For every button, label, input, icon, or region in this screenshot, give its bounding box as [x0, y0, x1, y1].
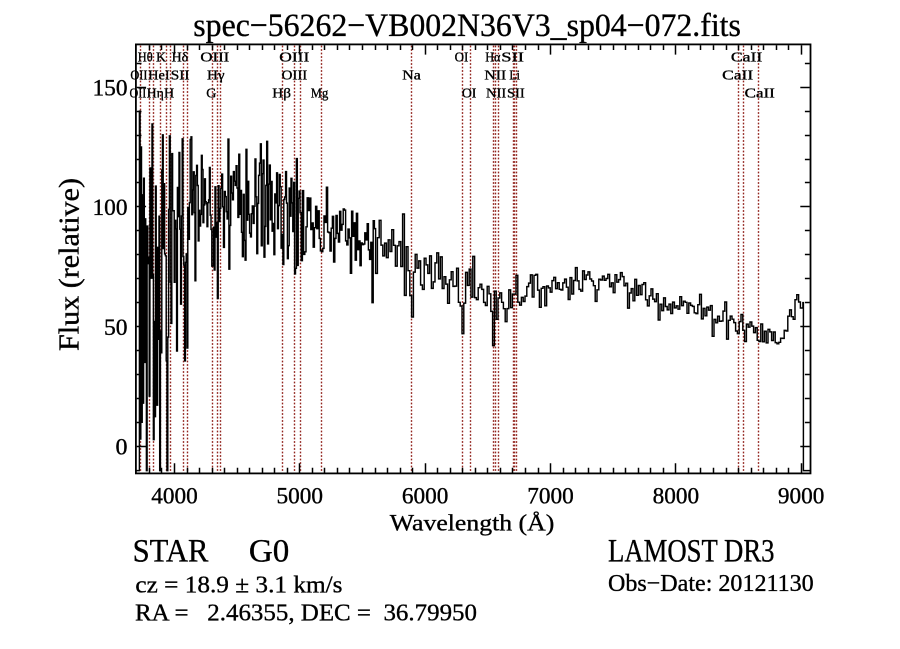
- svg-text:Li: Li: [509, 68, 520, 83]
- svg-text:OIII: OIII: [282, 68, 308, 83]
- svg-text:OIII: OIII: [200, 51, 229, 66]
- svg-text:SII: SII: [507, 86, 525, 101]
- svg-text:STAR: STAR: [133, 534, 209, 570]
- svg-text:cz = 18.9 ± 3.1 km/s: cz = 18.9 ± 3.1 km/s: [135, 571, 342, 598]
- svg-text:HeI: HeI: [148, 68, 170, 83]
- svg-text:G0: G0: [249, 534, 289, 570]
- svg-text:9000: 9000: [778, 484, 825, 509]
- svg-text:OI: OI: [455, 51, 469, 66]
- svg-text:OIII: OIII: [279, 51, 309, 66]
- svg-text:K: K: [156, 51, 166, 66]
- svg-text:NII: NII: [486, 86, 507, 101]
- svg-text:4000: 4000: [151, 484, 198, 509]
- svg-text:H: H: [164, 86, 174, 101]
- svg-text:Na: Na: [402, 68, 421, 83]
- svg-text:8000: 8000: [653, 484, 700, 509]
- svg-text:6000: 6000: [402, 484, 449, 509]
- svg-text:OI: OI: [462, 86, 477, 101]
- svg-text:LAMOST DR3: LAMOST DR3: [608, 534, 775, 570]
- svg-text:OII: OII: [130, 86, 147, 101]
- svg-text:100: 100: [93, 195, 128, 220]
- svg-text:150: 150: [93, 76, 128, 101]
- svg-text:NII: NII: [484, 68, 506, 83]
- svg-text:CaII: CaII: [745, 86, 775, 101]
- svg-text:SII: SII: [501, 51, 524, 66]
- svg-text:Wavelength (Å): Wavelength (Å): [390, 511, 555, 536]
- svg-text:Hα: Hα: [485, 51, 501, 66]
- svg-text:Mg: Mg: [311, 86, 329, 101]
- svg-text:5000: 5000: [277, 484, 324, 509]
- svg-text:Flux (relative): Flux (relative): [54, 178, 86, 351]
- svg-text:50: 50: [104, 315, 128, 340]
- svg-text:Hγ: Hγ: [207, 68, 225, 83]
- svg-text:SII: SII: [171, 68, 190, 83]
- svg-text:RA = 2.46355, DEC = 36.7995: RA = 2.46355, DEC = 36.79950: [135, 599, 477, 626]
- svg-text:spec−56262−VB002N36V3_sp04−072: spec−56262−VB002N36V3_sp04−072.fits: [193, 8, 741, 44]
- svg-text:Hθ: Hθ: [138, 51, 153, 66]
- svg-text:CaII: CaII: [731, 51, 763, 66]
- svg-text:Obs−Date: 20121130: Obs−Date: 20121130: [608, 570, 814, 597]
- svg-text:OII: OII: [130, 68, 147, 83]
- svg-text:Hβ: Hβ: [272, 86, 291, 101]
- svg-text:7000: 7000: [527, 484, 574, 509]
- svg-text:Hη: Hη: [147, 86, 164, 101]
- svg-text:0: 0: [116, 435, 128, 460]
- svg-text:G: G: [206, 86, 216, 101]
- svg-text:CaII: CaII: [722, 68, 753, 83]
- svg-text:Hδ: Hδ: [172, 51, 189, 66]
